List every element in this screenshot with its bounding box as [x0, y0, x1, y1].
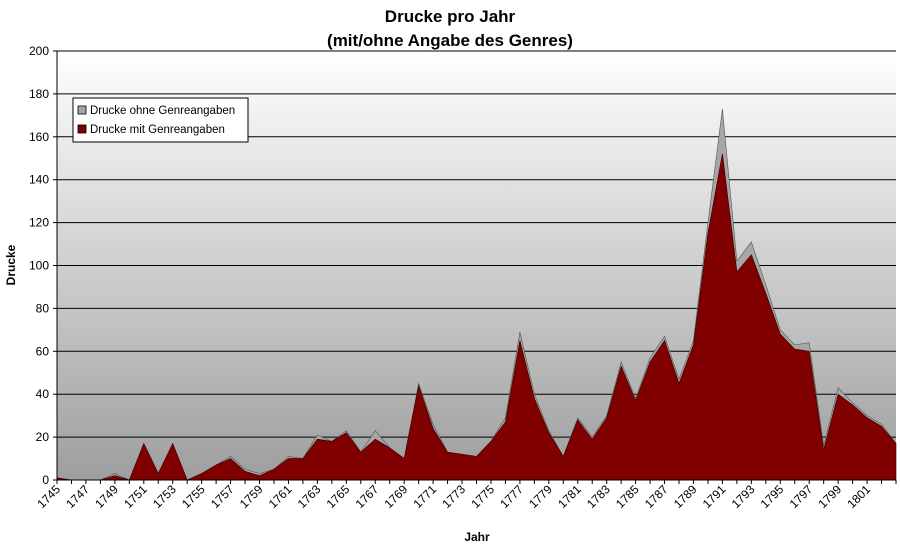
x-tick-label-1773: 1773 [439, 482, 468, 511]
y-tick-label-20: 20 [36, 430, 50, 444]
x-tick-label-1779: 1779 [526, 482, 555, 511]
legend-swatch-mit [77, 124, 87, 134]
x-tick-label-1789: 1789 [671, 482, 700, 511]
x-tick-label-1751: 1751 [121, 482, 150, 511]
x-tick-label-1801: 1801 [844, 482, 873, 511]
y-tick-label-120: 120 [29, 216, 49, 230]
y-tick-label-80: 80 [36, 301, 50, 315]
y-tick-label-200: 200 [29, 44, 49, 58]
x-tick-label-1769: 1769 [382, 482, 411, 511]
y-tick-labels: 0 20 40 60 80 100 120 140 160 180 200 [29, 44, 49, 487]
axes [53, 50, 897, 484]
legend-box [72, 97, 249, 143]
x-tick-label-1795: 1795 [758, 482, 787, 511]
x-tick-label-1781: 1781 [555, 482, 584, 511]
x-tick-label-1771: 1771 [410, 482, 439, 511]
legend-swatch-ohne [77, 105, 87, 115]
chart-subtitle: (mit/ohne Angabe des Genres) [327, 31, 573, 50]
x-tick-label-1757: 1757 [208, 482, 237, 511]
x-tick-label-1753: 1753 [150, 482, 179, 511]
y-tick-label-60: 60 [36, 344, 50, 358]
x-tick-label-1759: 1759 [237, 482, 266, 511]
x-tick-label-1777: 1777 [497, 482, 526, 511]
x-tick-label-1799: 1799 [815, 482, 844, 511]
chart-title: Drucke pro Jahr [385, 7, 516, 26]
x-tick-label-1755: 1755 [179, 482, 208, 511]
y-axis-label: Drucke [4, 244, 18, 285]
legend-label-ohne: Drucke ohne Genreangaben [90, 105, 235, 117]
y-tick-label-40: 40 [36, 387, 50, 401]
x-tick-label-1787: 1787 [642, 482, 671, 511]
legend: Drucke ohne Genreangaben Drucke mit Genr… [72, 97, 249, 143]
x-tick-label-1797: 1797 [787, 482, 816, 511]
y-tick-label-0: 0 [42, 473, 49, 487]
x-tick-label-1763: 1763 [295, 482, 324, 511]
x-tick-label-1765: 1765 [324, 482, 353, 511]
x-tick-label-1749: 1749 [92, 482, 121, 511]
legend-label-mit: Drucke mit Genreangaben [90, 124, 225, 136]
x-tick-label-1761: 1761 [266, 482, 295, 511]
x-tick-label-1775: 1775 [468, 482, 497, 511]
x-tick-label-1767: 1767 [353, 482, 382, 511]
x-tick-label-1785: 1785 [613, 482, 642, 511]
x-tick-labels: 1745 1747 1749 1751 1753 1755 1757 1759 1761 1763… [34, 482, 873, 511]
x-tick-label-1745: 1745 [34, 482, 63, 511]
y-tick-label-160: 160 [29, 130, 49, 144]
y-tick-label-100: 100 [29, 259, 49, 273]
x-tick-label-1791: 1791 [700, 482, 729, 511]
y-tick-label-140: 140 [29, 173, 49, 187]
x-axis-label: Jahr [464, 530, 490, 544]
x-tick-label-1747: 1747 [63, 482, 92, 511]
x-tick-label-1793: 1793 [729, 482, 758, 511]
x-tick-label-1783: 1783 [584, 482, 613, 511]
y-tick-label-180: 180 [29, 87, 49, 101]
